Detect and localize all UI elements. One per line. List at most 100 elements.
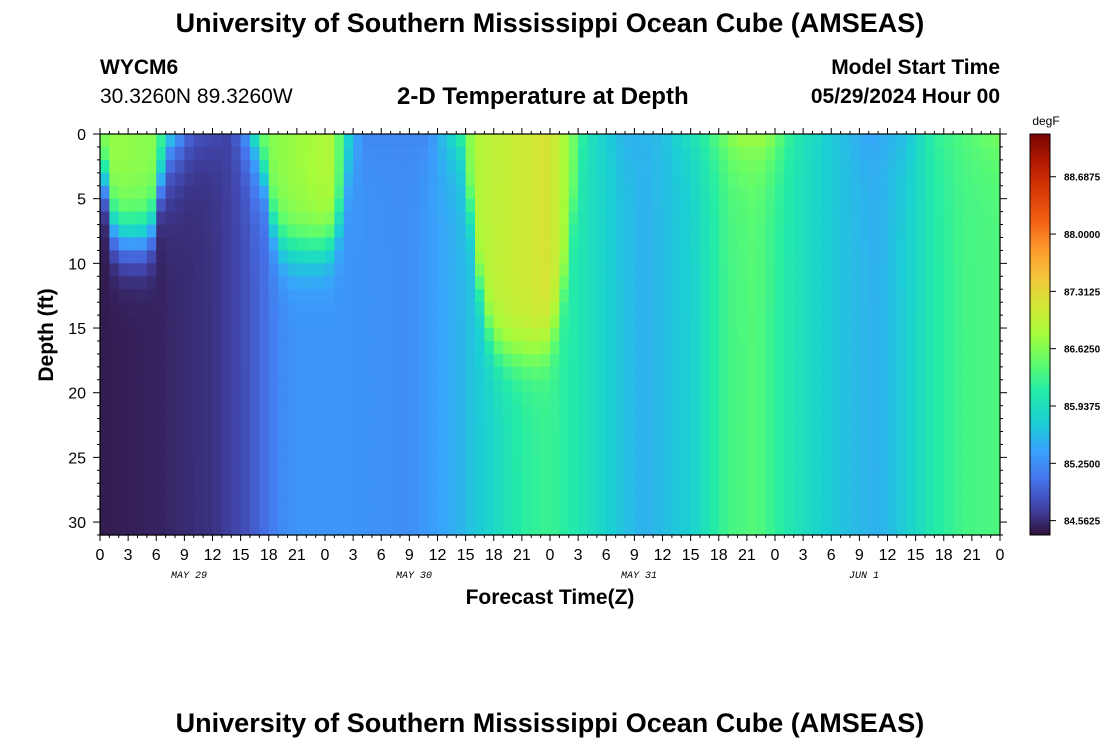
heatmap-cell <box>615 418 626 433</box>
heatmap-cell <box>240 379 251 394</box>
heatmap-cell <box>812 483 823 497</box>
heatmap-cell <box>784 366 795 381</box>
heatmap-cell <box>803 392 814 407</box>
heatmap-cell <box>559 444 570 458</box>
heatmap-cell <box>343 418 354 433</box>
heatmap-cell <box>615 522 626 536</box>
heatmap-cell <box>390 172 401 187</box>
heatmap-cell <box>943 302 954 316</box>
heatmap-cell <box>540 315 551 329</box>
heatmap-cell <box>643 496 654 510</box>
heatmap-cell <box>690 379 701 394</box>
heatmap-cell <box>250 172 260 187</box>
heatmap-cell <box>362 250 373 264</box>
heatmap-cell <box>128 172 139 187</box>
heatmap-cell <box>146 431 157 446</box>
heatmap-cell <box>221 250 232 264</box>
heatmap-cell <box>765 237 776 252</box>
heatmap-cell <box>475 172 485 187</box>
heatmap-cell <box>400 146 410 161</box>
heatmap-cell <box>221 328 232 342</box>
heatmap-cell <box>428 172 439 187</box>
heatmap-cell <box>709 328 720 342</box>
heatmap-cell <box>193 250 204 264</box>
heatmap-cell <box>925 457 935 471</box>
heatmap-cell <box>418 431 429 446</box>
heatmap-cell <box>521 405 532 420</box>
heatmap-cell <box>512 366 523 381</box>
heatmap-cell <box>831 198 842 213</box>
heatmap-cell <box>803 276 814 290</box>
heatmap-cell <box>221 418 232 433</box>
heatmap-cell <box>587 405 598 420</box>
heatmap-cell <box>559 483 570 497</box>
heatmap-cell <box>334 509 345 523</box>
heatmap-cell <box>568 237 579 252</box>
heatmap-cell <box>446 444 457 458</box>
heatmap-cell <box>784 457 795 471</box>
heatmap-cell <box>231 379 242 394</box>
heatmap-cell <box>296 276 307 290</box>
heatmap-cell <box>371 522 382 536</box>
heatmap-cell <box>418 302 429 316</box>
heatmap-cell <box>100 146 110 161</box>
heatmap-cell <box>418 159 429 174</box>
heatmap-cell <box>203 483 214 497</box>
heatmap-cell <box>400 496 410 510</box>
heatmap-cell <box>268 405 279 420</box>
x-tick-label: 15 <box>457 547 475 564</box>
heatmap-cell <box>934 405 945 420</box>
heatmap-cell <box>465 172 476 187</box>
heatmap-cell <box>287 483 298 497</box>
heatmap-cell <box>418 224 429 239</box>
heatmap-cell <box>765 315 776 329</box>
heatmap-cell <box>278 496 289 510</box>
heatmap-cell <box>400 289 410 303</box>
heatmap-cell <box>812 392 823 407</box>
heatmap-cell <box>381 185 392 200</box>
heatmap-cell <box>521 392 532 407</box>
heatmap-cell <box>615 185 626 200</box>
heatmap-cell <box>493 392 504 407</box>
heatmap-cell <box>400 198 410 213</box>
heatmap-cell <box>915 496 926 510</box>
heatmap-cell <box>681 211 692 226</box>
heatmap-cell <box>109 159 120 174</box>
heatmap-cell <box>850 457 860 471</box>
heatmap-cell <box>118 315 129 329</box>
heatmap-cell <box>175 159 185 174</box>
heatmap-cell <box>390 405 401 420</box>
heatmap-cell <box>362 289 373 303</box>
heatmap-cell <box>521 237 532 252</box>
heatmap-cell <box>850 224 860 239</box>
heatmap-cell <box>981 431 992 446</box>
heatmap-cell <box>690 198 701 213</box>
heatmap-cell <box>475 250 485 264</box>
heatmap-cell <box>681 328 692 342</box>
heatmap-cell <box>737 379 748 394</box>
heatmap-cell <box>465 315 476 329</box>
heatmap-cell <box>868 470 879 484</box>
heatmap-cell <box>118 522 129 536</box>
heatmap-cell <box>943 353 954 368</box>
heatmap-cell <box>615 366 626 381</box>
heatmap-cell <box>690 159 701 174</box>
heatmap-cell <box>634 509 645 523</box>
heatmap-cell <box>381 302 392 316</box>
heatmap-cell <box>859 470 870 484</box>
heatmap-cell <box>812 418 823 433</box>
heatmap-cell <box>381 224 392 239</box>
heatmap-cell <box>625 146 635 161</box>
heatmap-cell <box>915 522 926 536</box>
heatmap-cell <box>296 444 307 458</box>
heatmap-cell <box>203 392 214 407</box>
heatmap-cell <box>596 483 607 497</box>
heatmap-cell <box>925 172 935 187</box>
heatmap-cell <box>756 328 767 342</box>
heatmap-cell <box>606 250 617 264</box>
heatmap-cell <box>118 237 129 252</box>
heatmap-cell <box>128 496 139 510</box>
heatmap-cell <box>653 457 664 471</box>
heatmap-cell <box>981 353 992 368</box>
heatmap-cell <box>259 198 270 213</box>
